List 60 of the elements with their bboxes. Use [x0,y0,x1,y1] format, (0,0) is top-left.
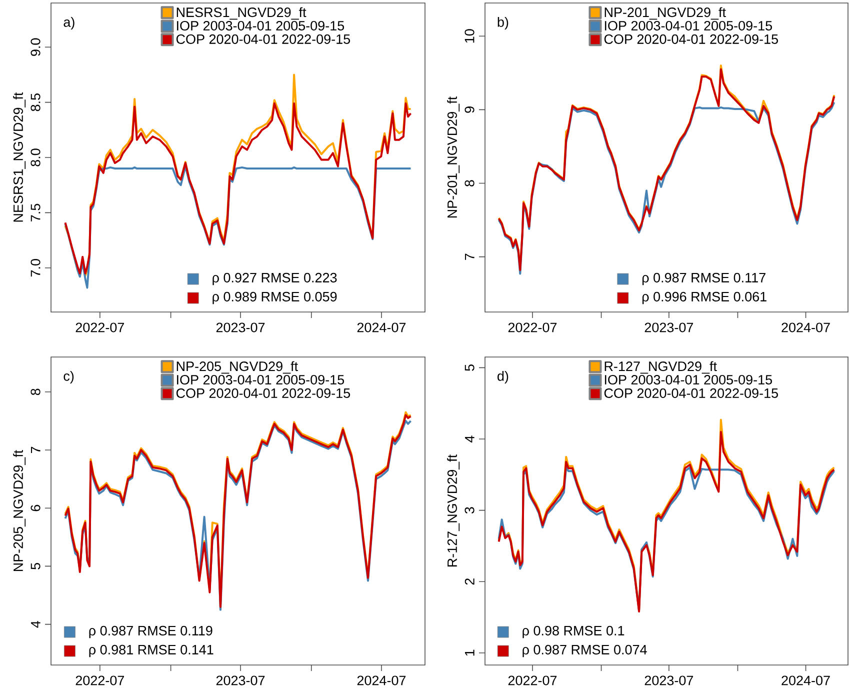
y-tick-label: 7.0 [30,259,40,277]
legend-label: R-127_NGVD29_ft [604,361,717,374]
text: b) [498,16,508,30]
y-tick-label: 5 [464,364,474,371]
y-tick-label: 9.0 [30,38,40,56]
y-tick-label: 3 [464,507,474,514]
text: c) [64,370,74,384]
line-series [64,102,412,274]
y-tick-label: 5 [30,563,40,570]
legend-label: COP 2020-04-01 2022-09-15 [604,34,778,44]
annotation: ρ 0.987 RMSE 0.074 [522,644,647,658]
x-tick-label: 2022-07 [508,676,557,686]
x-tick-label: 2022-07 [76,322,124,332]
legend-label: COP 2020-04-01 2022-09-15 [176,388,350,398]
legend-label: COP 2020-04-01 2022-09-15 [176,34,350,44]
y-axis-title: NP-205_NGVD29_ft [13,450,26,572]
annotation: ρ 0.996 RMSE 0.061 [642,292,766,304]
annotation: ρ 0.981 RMSE 0.141 [89,644,214,658]
legend-label: NESRS1_NGVD29_ft [176,7,306,20]
legend-label: IOP 2003-04-01 2005-09-15 [604,20,772,31]
annotation: ρ 0.987 RMSE 0.117 [642,272,766,286]
y-tick-label: 1 [465,650,474,656]
legend-label: NP-201_NGVD29_ft [604,7,726,20]
y-tick-label: 8 [464,180,474,186]
annotation: ρ 0.927 RMSE 0.223 [212,272,337,286]
y-tick-label: 2 [464,578,474,585]
legend-label: IOP 2003-04-01 2005-09-15 [177,374,344,385]
text: d) [498,370,508,384]
x-tick-label: 2024-07 [782,322,830,332]
y-tick-label: 8.0 [30,148,40,166]
y-tick-label: 6 [30,504,40,512]
y-tick-label: 10 [464,29,474,43]
legend-label: IOP 2003-04-01 2005-09-15 [604,374,772,385]
x-tick-label: 2024-07 [357,322,406,332]
annotation: ρ 0.987 RMSE 0.119 [89,626,212,638]
text: a) [64,16,74,30]
x-tick-label: 2023-07 [644,322,694,332]
legend-label: COP 2020-04-01 2022-09-15 [604,388,778,398]
x-tick-label: 2022-07 [508,322,557,332]
y-tick-label: 7.5 [30,204,40,222]
y-axis-title: NP-201_NGVD29_ft [447,96,460,218]
x-tick-label: 2023-07 [216,676,265,686]
x-tick-label: 2024-07 [782,676,830,686]
y-tick-label: 8 [30,388,40,396]
y-tick-label: 4 [465,436,474,442]
y-tick-label: 9 [464,106,474,113]
legend-label: NP-205_NGVD29_ft [176,361,298,374]
y-tick-label: 7 [31,446,40,454]
x-tick-label: 2023-07 [216,322,265,332]
y-tick-label: 7 [465,254,474,260]
y-axis-title: R-127_NGVD29_ft [447,454,460,567]
y-tick-label: 4 [31,620,40,628]
annotation: ρ 0.98 RMSE 0.1 [522,626,624,638]
legend-label: IOP 2003-04-01 2005-09-15 [177,20,344,31]
x-tick-label: 2022-07 [76,676,124,686]
annotation: ρ 0.989 RMSE 0.059 [212,292,337,304]
y-tick-label: 8.5 [30,94,40,112]
y-axis-title: NESRS1_NGVD29_ft [13,92,26,222]
x-tick-label: 2023-07 [644,676,694,686]
x-tick-label: 2024-07 [357,676,406,686]
